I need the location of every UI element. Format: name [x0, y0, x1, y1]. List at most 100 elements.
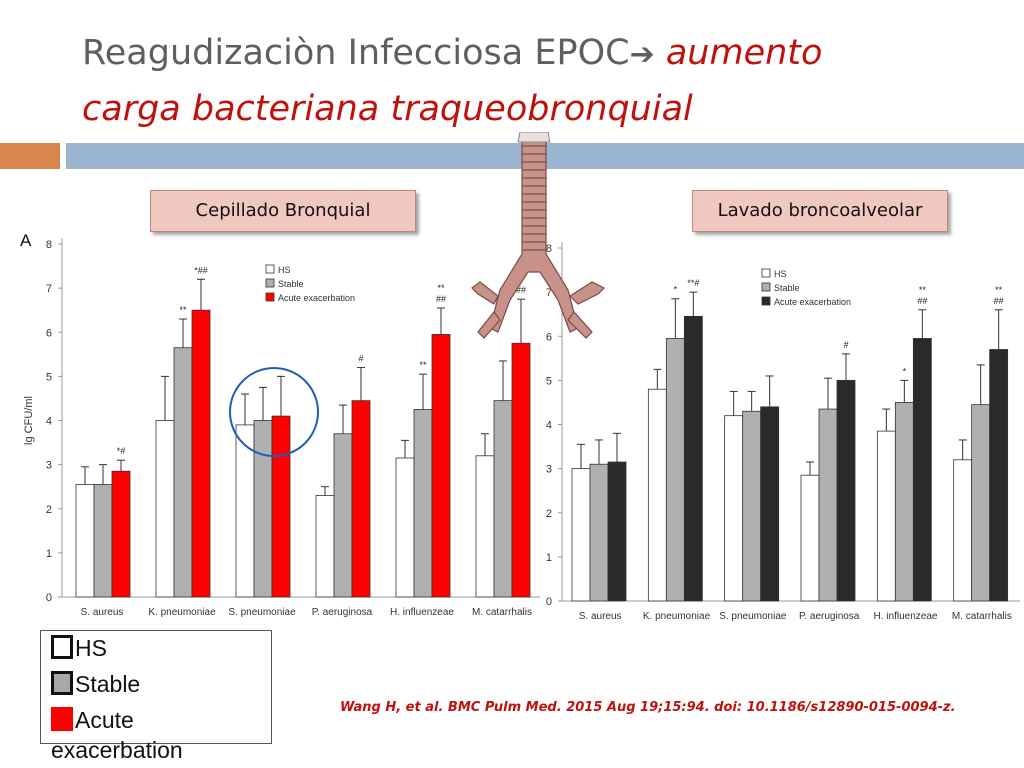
- y-tick-label: 5: [46, 371, 52, 383]
- significance-marker: *: [903, 366, 907, 376]
- x-tick-label: P. aeruginosa: [799, 611, 860, 622]
- significance-marker: **: [995, 285, 1003, 295]
- bar-acute-exacerbation-s-aureus: [607, 461, 627, 602]
- x-tick-label: S. aureus: [579, 611, 622, 622]
- chart-left-bronchial-brushing: 0 1 2 3 4 5 6 7 8 lg CFU/ml A S. aureus K. pneumonia…: [20, 231, 540, 618]
- label-bronchoalveolar-lavage: Lavado broncoalveolar: [692, 190, 948, 232]
- trachea-icon: [471, 132, 606, 339]
- significance-marker: ##: [994, 296, 1004, 306]
- bar-acute-exacerbation-p-aeruginosa: [836, 379, 856, 602]
- legend-item-stable: Stable: [51, 669, 140, 699]
- bar-acute-exacerbation-k-pneumoniae: [683, 315, 703, 602]
- y-tick-label: 3: [46, 460, 52, 472]
- legend-label-acute: Acute exacerbation: [51, 707, 183, 763]
- y-tick-label: 3: [546, 464, 552, 476]
- x-tick-label: S. pneumoniae: [228, 607, 296, 618]
- bar-acute-exacerbation-s-pneumoniae: [271, 415, 291, 598]
- y-tick-label: 4: [46, 416, 52, 428]
- y-tick-label: 5: [546, 375, 552, 387]
- title-accent-line2: carga bacteriana traqueobronquial: [82, 89, 693, 129]
- x-tick-label: K. pneumoniae: [148, 607, 216, 618]
- y-tick-label: 4: [546, 420, 552, 432]
- y-tick-label: 7: [46, 283, 52, 295]
- legend-swatch-hs: [51, 635, 73, 659]
- legend-swatch-stable: [761, 282, 771, 292]
- legend-label-hs: HS: [75, 635, 107, 661]
- title-plain: Reagudizaciòn Infecciosa EPOC: [82, 33, 630, 73]
- bar-stable-p-aeruginosa: [818, 408, 838, 602]
- x-tick-label: P. aeruginosa: [312, 607, 373, 618]
- y-tick-label: 7: [546, 287, 552, 299]
- bar-stable-m-catarrhalis: [971, 404, 991, 602]
- bar-stable-s-aureus: [93, 484, 113, 598]
- legend-item-hs: HS: [51, 633, 107, 663]
- bar-hs-s-pneumoniae: [724, 415, 744, 602]
- bar-acute-exacerbation-m-catarrhalis: [989, 349, 1009, 602]
- highlight-circle: [229, 367, 319, 457]
- significance-marker: *: [674, 285, 678, 295]
- bar-stable-k-pneumoniae: [173, 347, 193, 598]
- y-tick-label: 1: [546, 552, 552, 564]
- significance-marker: *##: [194, 265, 208, 275]
- y-axis-label: lg CFU/ml: [23, 396, 35, 445]
- bar-hs-m-catarrhalis: [953, 459, 973, 602]
- legend-label-acute-exacerbation: Acute exacerbation: [774, 297, 851, 307]
- x-tick-label: S. aureus: [81, 607, 124, 618]
- bar-stable-h-influenzeae: [894, 402, 914, 602]
- y-tick-label: 0: [546, 596, 552, 608]
- significance-marker: #: [358, 354, 363, 364]
- legend-swatch-hs: [265, 264, 275, 274]
- significance-marker: **: [179, 305, 187, 315]
- y-tick-label: 6: [546, 331, 552, 343]
- bar-stable-m-catarrhalis: [493, 400, 513, 598]
- x-tick-label: S. pneumoniae: [719, 611, 787, 622]
- y-tick-label: 1: [46, 548, 52, 560]
- x-tick-label: M. catarrhalis: [472, 607, 532, 618]
- legend-swatch-acute: [51, 707, 73, 731]
- bar-stable-h-influenzeae: [413, 409, 433, 598]
- legend-swatch-hs: [761, 268, 771, 278]
- significance-marker: #: [843, 340, 848, 350]
- legend-swatch-stable: [265, 278, 275, 288]
- arrow-right-icon: ➔: [629, 37, 655, 72]
- bar-acute-exacerbation-m-catarrhalis: [511, 342, 531, 598]
- significance-marker: ##: [917, 296, 927, 306]
- legend-label-acute-exacerbation: Acute exacerbation: [278, 293, 355, 303]
- legend-label-hs: HS: [774, 269, 787, 279]
- bar-acute-exacerbation-h-influenzeae: [912, 338, 932, 602]
- bar-hs-s-aureus: [571, 468, 591, 602]
- significance-marker: **: [437, 283, 445, 293]
- bar-stable-k-pneumoniae: [665, 338, 685, 602]
- bar-hs-k-pneumoniae: [647, 388, 667, 602]
- significance-marker: *#: [117, 446, 126, 456]
- legend-swatch-stable: [51, 671, 73, 695]
- legend-item-acute: Acute exacerbation: [51, 705, 271, 763]
- x-tick-label: M. catarrhalis: [952, 611, 1012, 622]
- bar-hs-p-aeruginosa: [315, 495, 335, 598]
- legend-swatch-acute-exacerbation: [265, 292, 275, 302]
- y-tick-label: 8: [46, 239, 52, 251]
- bar-acute-exacerbation-p-aeruginosa: [351, 400, 371, 598]
- bar-acute-exacerbation-h-influenzeae: [431, 334, 451, 598]
- bar-hs-h-influenzeae: [395, 457, 415, 598]
- chart-right-bronchoalveolar-lavage: 0 1 2 3 4 5 6 7 8 S. aureus K. pneumoniae S. pneumo…: [546, 242, 1020, 622]
- panel-label: A: [20, 231, 32, 250]
- significance-marker: **#: [687, 278, 699, 288]
- y-tick-label: 0: [46, 592, 52, 604]
- label-bronchial-brushing: Cepillado Bronquial: [150, 190, 416, 232]
- y-tick-label: 8: [546, 243, 552, 255]
- bar-stable-p-aeruginosa: [333, 433, 353, 598]
- x-tick-label: H. influenzeae: [390, 607, 454, 618]
- bar-hs-m-catarrhalis: [475, 455, 495, 598]
- bar-acute-exacerbation-s-aureus: [111, 470, 131, 598]
- significance-marker: ##: [436, 294, 446, 304]
- title-accent-line1: aumento: [654, 33, 823, 73]
- y-tick-label: 6: [46, 327, 52, 339]
- legend-label-stable: Stable: [774, 283, 800, 293]
- citation: Wang H, et al. BMC Pulm Med. 2015 Aug 19…: [340, 700, 956, 715]
- legend-label-stable: Stable: [278, 279, 304, 289]
- bar-stable-s-aureus: [589, 463, 609, 602]
- significance-marker: ##: [516, 285, 526, 295]
- bar-hs-p-aeruginosa: [800, 474, 820, 602]
- legend-box: HS Stable Acute exacerbation: [40, 630, 272, 763]
